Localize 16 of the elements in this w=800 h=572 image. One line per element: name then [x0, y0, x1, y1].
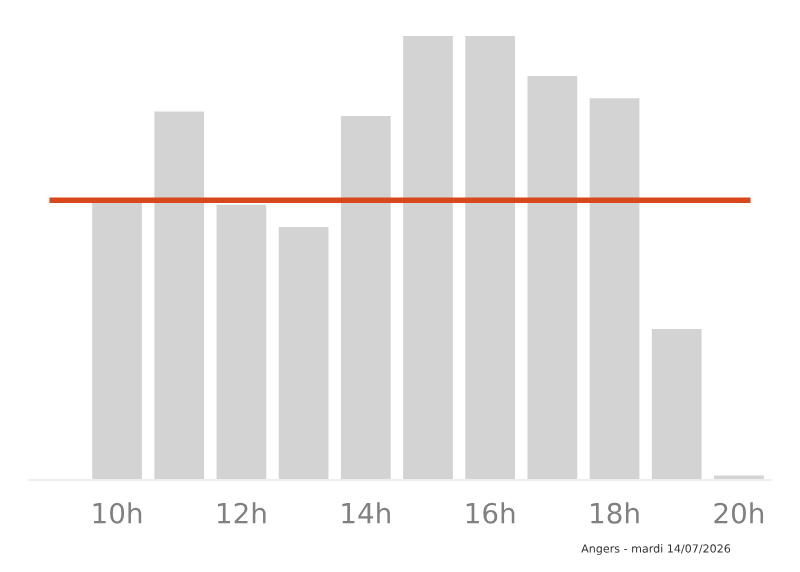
- bar: [527, 75, 578, 480]
- bar: [216, 204, 267, 480]
- bar: [154, 111, 205, 480]
- bar: [340, 115, 391, 480]
- x-tick-label: 16h: [466, 502, 515, 524]
- bar: [651, 329, 702, 480]
- x-tick-label: 10h: [93, 502, 142, 524]
- bar: [465, 36, 516, 480]
- x-tick-label: 18h: [591, 502, 639, 524]
- x-tick-label: 12h: [218, 502, 266, 524]
- bar: [403, 36, 453, 480]
- bar: [278, 226, 329, 480]
- x-tick-label: 14h: [342, 502, 390, 524]
- x-tick-label: 20h: [714, 502, 764, 524]
- bar: [92, 200, 142, 480]
- bar: [589, 98, 640, 480]
